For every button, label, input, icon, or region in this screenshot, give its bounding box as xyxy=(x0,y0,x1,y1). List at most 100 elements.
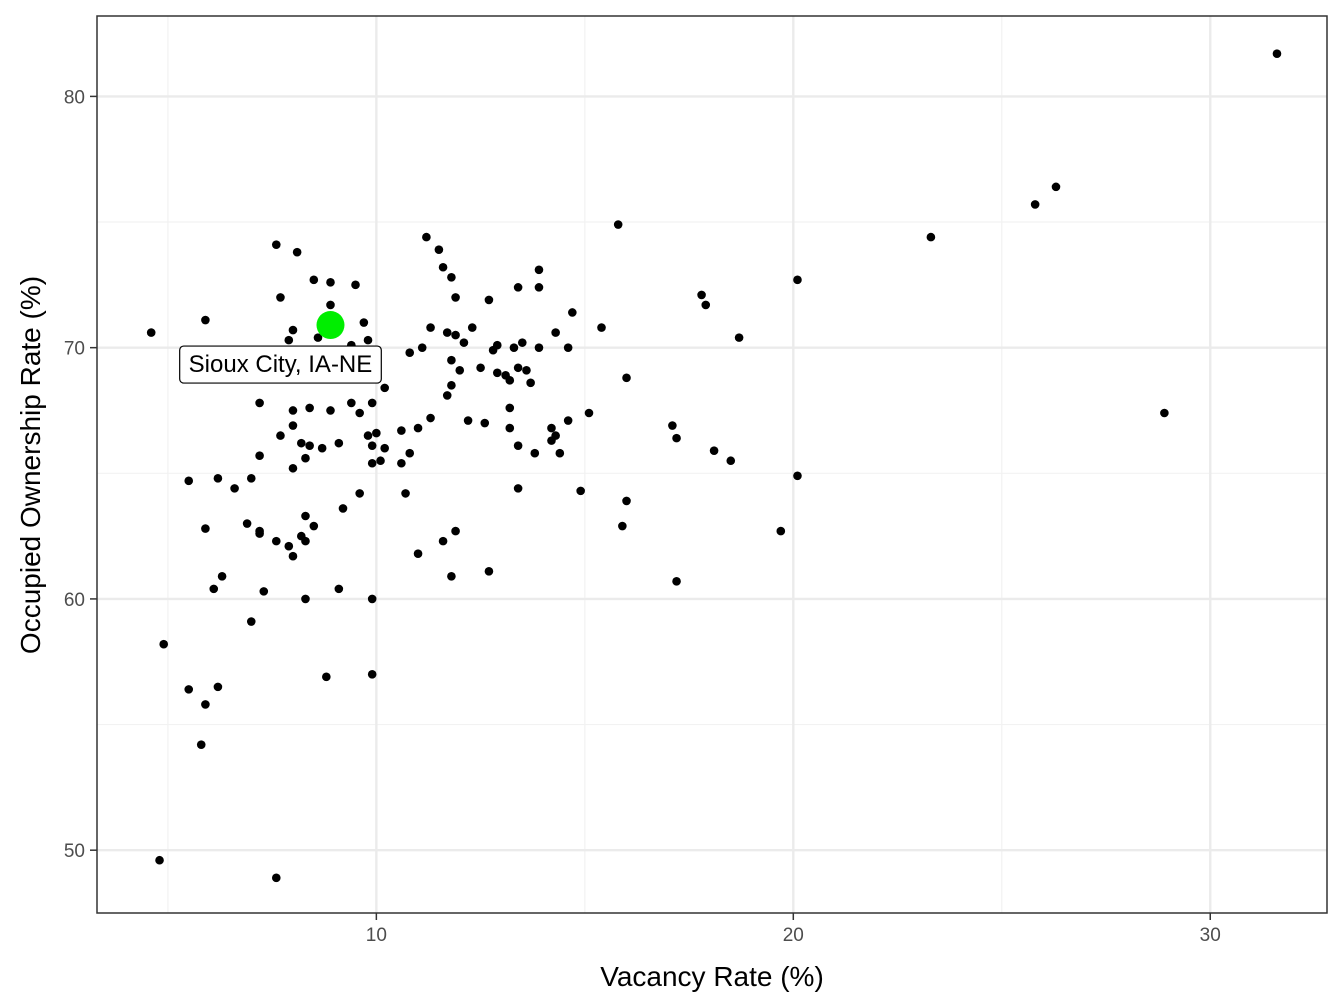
data-point xyxy=(347,398,356,408)
data-point xyxy=(413,423,423,433)
highlight-point xyxy=(316,311,345,340)
data-point xyxy=(259,587,269,596)
data-point xyxy=(301,453,310,463)
data-point xyxy=(463,416,473,425)
data-point xyxy=(322,672,331,682)
data-point xyxy=(551,431,560,440)
data-point xyxy=(709,446,719,455)
data-point xyxy=(517,338,527,347)
data-point xyxy=(213,682,223,692)
data-point xyxy=(534,265,544,275)
y-tick-label: 50 xyxy=(64,841,85,862)
data-point xyxy=(505,423,515,433)
data-point xyxy=(288,551,298,561)
plot-panel-border xyxy=(96,15,1328,914)
data-point xyxy=(622,496,631,506)
annotation-label: Sioux City, IA-NE xyxy=(189,351,373,378)
data-point xyxy=(196,740,206,749)
data-point xyxy=(513,441,523,450)
data-point xyxy=(397,426,406,435)
data-point xyxy=(526,378,535,388)
data-point xyxy=(563,416,573,425)
data-point xyxy=(563,343,573,352)
data-point xyxy=(467,323,477,332)
data-point xyxy=(426,413,435,423)
data-point xyxy=(380,443,389,453)
data-point xyxy=(246,474,256,483)
data-point xyxy=(313,333,323,342)
data-point xyxy=(351,280,360,290)
data-point xyxy=(505,376,515,385)
data-point xyxy=(480,418,490,428)
data-point xyxy=(534,283,544,292)
data-point xyxy=(426,323,435,332)
data-point xyxy=(255,451,264,461)
annotation-box xyxy=(179,345,382,384)
data-point xyxy=(509,343,519,352)
data-point xyxy=(434,245,444,254)
data-point xyxy=(367,398,377,408)
x-axis-title: Vacancy Rate (%) xyxy=(600,961,824,992)
data-point xyxy=(317,443,327,453)
data-point xyxy=(271,240,281,249)
data-point xyxy=(242,519,252,528)
data-point xyxy=(438,536,448,546)
data-point xyxy=(672,577,681,586)
data-point xyxy=(442,391,452,400)
data-point xyxy=(513,484,523,493)
data-point xyxy=(326,300,335,310)
data-point xyxy=(505,403,515,413)
data-point xyxy=(417,343,427,352)
data-point xyxy=(326,406,335,415)
axis-ticks: 10 20 30 50 60 70 80 xyxy=(64,87,1221,946)
data-point xyxy=(447,381,456,390)
data-point xyxy=(547,423,556,433)
data-point xyxy=(184,685,194,694)
data-point xyxy=(271,536,281,546)
data-point xyxy=(363,335,373,345)
data-point xyxy=(201,524,210,533)
data-point xyxy=(309,275,319,285)
data-point xyxy=(405,348,415,357)
data-point xyxy=(447,572,456,581)
plot-background xyxy=(97,16,1327,913)
data-point xyxy=(442,328,452,337)
data-point xyxy=(530,448,540,458)
data-point xyxy=(209,584,219,594)
data-point xyxy=(376,456,385,466)
data-point xyxy=(301,511,310,521)
x-tick-label: 30 xyxy=(1200,925,1221,946)
data-point xyxy=(334,584,344,594)
data-point xyxy=(288,406,298,415)
data-points xyxy=(146,49,1282,883)
data-point xyxy=(597,323,606,332)
data-point xyxy=(201,700,210,709)
data-point xyxy=(288,325,298,335)
y-tick-label: 60 xyxy=(64,590,85,611)
y-tick-label: 80 xyxy=(64,87,85,108)
data-point xyxy=(459,338,469,347)
data-point xyxy=(584,408,594,418)
data-point xyxy=(372,428,381,438)
data-point xyxy=(451,293,460,302)
y-axis-title: Occupied Ownership Rate (%) xyxy=(15,276,46,654)
x-tick-label: 20 xyxy=(783,925,804,946)
data-point xyxy=(793,471,802,481)
data-point xyxy=(201,315,210,325)
data-point xyxy=(1272,49,1282,58)
data-point xyxy=(534,343,544,352)
data-point xyxy=(326,278,335,287)
data-point xyxy=(568,308,577,317)
data-point xyxy=(513,363,523,373)
data-point xyxy=(438,262,448,272)
data-point xyxy=(793,275,802,285)
data-point xyxy=(338,504,348,513)
data-point xyxy=(301,536,310,546)
data-point xyxy=(926,232,936,242)
data-point xyxy=(455,365,465,375)
data-point xyxy=(367,441,377,450)
data-point xyxy=(380,383,389,393)
data-point xyxy=(672,433,681,443)
data-point xyxy=(213,474,223,483)
data-point xyxy=(447,273,456,282)
